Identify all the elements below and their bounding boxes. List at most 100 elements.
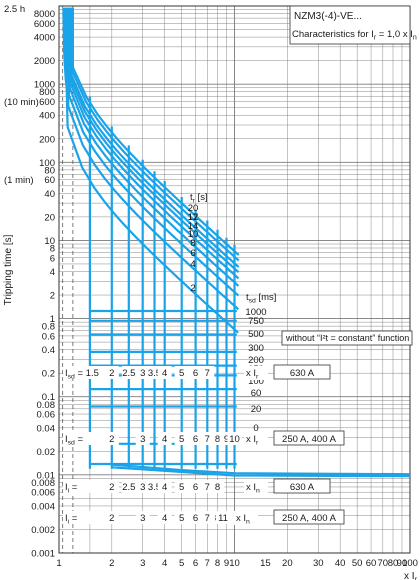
ii-250-400-value-label: 6 bbox=[193, 513, 198, 524]
isd-630-label-bg bbox=[157, 366, 172, 379]
y-tick-label: 6 bbox=[50, 253, 55, 264]
isd-250-400-value-label: 7 bbox=[205, 434, 210, 445]
isd-250-400-unit: x Ir bbox=[246, 434, 259, 447]
y-tick-label: 0.01 bbox=[37, 470, 56, 481]
ii-630-value-label: 7 bbox=[205, 482, 210, 493]
x-tick-label: 80 bbox=[388, 558, 399, 569]
y-tick-label: 100 bbox=[39, 158, 55, 169]
ii-630-box bbox=[274, 479, 330, 493]
x-tick-label: 30 bbox=[313, 558, 324, 569]
x-tick-label: 50 bbox=[352, 558, 363, 569]
i2t-note-border bbox=[281, 330, 413, 346]
isd-630-box-border bbox=[273, 364, 331, 380]
tsd-value-label: 750 bbox=[248, 316, 264, 327]
x-tick-label: 70 bbox=[378, 558, 389, 569]
ii-630-label-bg bbox=[104, 480, 119, 493]
tr-value-label: 17 bbox=[188, 212, 199, 223]
isd-630-label-bg bbox=[200, 366, 215, 379]
y-tick-label: 0.8 bbox=[42, 322, 55, 333]
y-tick-label: 8000 bbox=[34, 9, 55, 20]
tr-value-label: 10 bbox=[188, 229, 199, 240]
y-tick-label: 0.004 bbox=[31, 501, 55, 512]
y-tick-label: 20 bbox=[44, 212, 55, 223]
isd-250-400-label-bg bbox=[174, 432, 189, 445]
x-tick-label: 1 bbox=[56, 558, 61, 569]
x-tick-label: 4 bbox=[162, 558, 167, 569]
isd-250-400-label-bg bbox=[157, 432, 172, 445]
y-tick-label: 0.001 bbox=[31, 549, 55, 560]
title-box-border bbox=[289, 5, 411, 45]
tsd-header: tsd [ms] bbox=[246, 292, 276, 305]
ii-630-value-label: 4 bbox=[162, 482, 167, 493]
y-tick-label: 40 bbox=[44, 189, 55, 200]
ii-250-400-box bbox=[274, 510, 344, 524]
ii-630-value-label: 6 bbox=[193, 482, 198, 493]
isd-630-unit-bg bbox=[244, 366, 268, 380]
ii-250-400-box-border bbox=[273, 509, 345, 525]
y-axis-label: Tripping time [s] bbox=[3, 234, 14, 305]
isd-630-prefix: Isd = 1.5 bbox=[65, 368, 99, 381]
isd-630-label-bg bbox=[188, 366, 203, 379]
ii-250-400-prefix: Ii = bbox=[65, 513, 78, 526]
x-tick-label: 2 bbox=[109, 558, 114, 569]
tr-value-label: 14 bbox=[188, 221, 199, 232]
long-delay-curve bbox=[62, 7, 69, 97]
isd-250-400-label-bg bbox=[227, 432, 242, 445]
ii-250-400-box-label: 250 A, 400 A bbox=[282, 513, 337, 524]
ii-630-box-border bbox=[273, 478, 331, 494]
isd-250-400-prefix: Isd = bbox=[65, 434, 83, 447]
time-marker-label: (1 min) bbox=[4, 175, 34, 186]
ii-250-400-label-bg bbox=[135, 511, 150, 524]
ii-630-prefix: Ii = bbox=[65, 482, 78, 495]
tr-value-label: 8 bbox=[190, 238, 195, 249]
isd-630-value-label: 5 bbox=[179, 368, 184, 379]
ii-250-400-label-bg bbox=[216, 511, 231, 524]
x-tick-label: 7 bbox=[205, 558, 210, 569]
ii-250-400-label-bg bbox=[188, 511, 203, 524]
isd-250-400-label-bg bbox=[188, 432, 203, 445]
isd-630-label-bg bbox=[104, 366, 119, 379]
isd-630-unit: x Ir bbox=[246, 368, 259, 381]
time-marker-label: (10 min) bbox=[4, 97, 39, 108]
isd-250-400-value-label: 10 bbox=[229, 434, 240, 445]
ii-630-box-label: 630 A bbox=[290, 482, 315, 493]
chart-subtitle: Characteristics for Ir = 1,0 x In bbox=[292, 29, 417, 42]
ii-630-unit-bg bbox=[244, 480, 268, 494]
isd-250-400-value-label: 4 bbox=[162, 434, 167, 445]
ii-630-label-bg bbox=[135, 480, 150, 493]
y-tick-label: 0.04 bbox=[37, 423, 56, 434]
isd-630-value-label: 2 bbox=[109, 368, 114, 379]
y-tick-label: 10 bbox=[44, 236, 55, 247]
isd-630-value-label: 7 bbox=[205, 368, 210, 379]
isd-630-value-label: 2.5 bbox=[122, 368, 135, 379]
instantaneous-band bbox=[111, 466, 411, 478]
y-tick-label: 0.008 bbox=[31, 478, 55, 489]
isd-630-label-bg bbox=[174, 366, 189, 379]
isd-250-400-prefix-bg bbox=[63, 432, 107, 445]
y-tick-label: 0.1 bbox=[42, 392, 55, 403]
ii-250-400-label-bg bbox=[174, 511, 189, 524]
x-tick-label: 100 bbox=[402, 558, 418, 569]
ii-250-400-value-label: 3 bbox=[140, 513, 145, 524]
ii-630-label-bg bbox=[174, 480, 189, 493]
ii-250-400-value-label: 7 bbox=[205, 513, 210, 524]
y-tick-label: 2000 bbox=[34, 56, 55, 67]
y-tick-label: 2 bbox=[50, 291, 55, 302]
isd-630-value-label: 6 bbox=[193, 368, 198, 379]
isd-250-400-box-label: 250 A, 400 A bbox=[282, 434, 337, 445]
y-tick-label: 0.08 bbox=[37, 400, 56, 411]
tsd-value-label: 0 bbox=[253, 423, 258, 434]
y-tick-label: 0.06 bbox=[37, 410, 56, 421]
ii-250-400-unit: x In bbox=[236, 513, 250, 526]
ii-630-value-label: 3 bbox=[140, 482, 145, 493]
y-tick-label: 8 bbox=[50, 244, 55, 255]
y-tick-label: 4000 bbox=[34, 33, 55, 44]
ii-250-400-value-label: 11 bbox=[218, 513, 228, 524]
y-tick-label: 600 bbox=[39, 97, 55, 108]
tsd-value-label: 60 bbox=[251, 388, 262, 399]
isd-630-value-label: 4 bbox=[162, 368, 167, 379]
isd-250-400-label-bg bbox=[104, 432, 119, 445]
y-tick-label: 6000 bbox=[34, 19, 55, 30]
